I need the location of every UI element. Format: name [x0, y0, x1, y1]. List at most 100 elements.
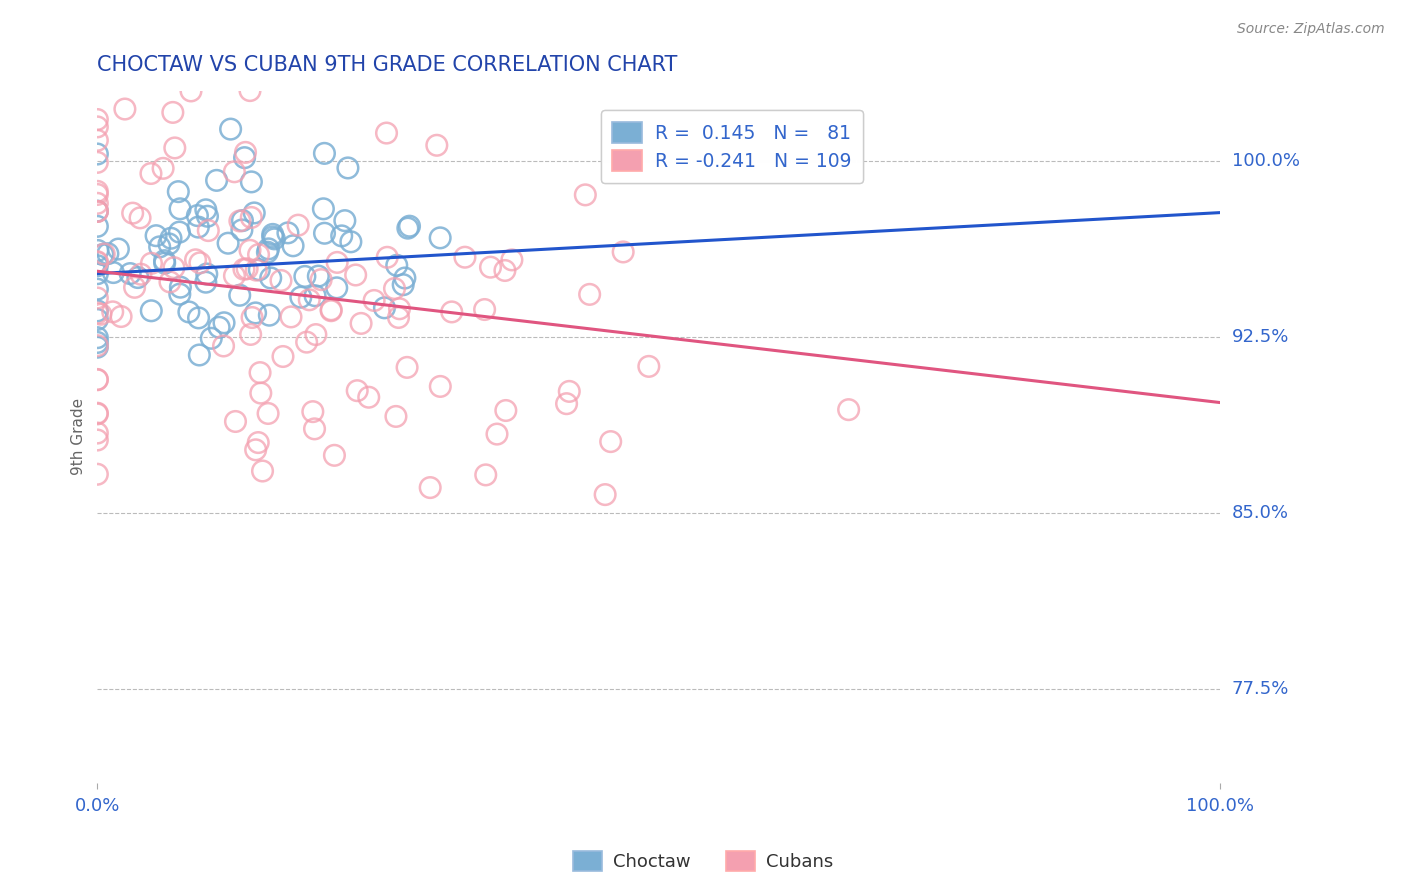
Point: [188, 256, 211, 270]
Point: [252, 464, 274, 478]
Point: [260, 271, 283, 285]
Point: [93, 247, 115, 261]
Point: [501, 252, 523, 267]
Point: [159, 275, 181, 289]
Point: [163, 260, 186, 275]
Point: [333, 213, 356, 227]
Point: [86, 433, 108, 447]
Point: [86, 338, 108, 352]
Point: [86, 306, 108, 320]
Text: 92.5%: 92.5%: [1232, 328, 1289, 346]
Point: [612, 244, 634, 259]
Point: [340, 235, 363, 249]
Point: [247, 262, 270, 277]
Point: [87, 244, 110, 258]
Point: [290, 290, 312, 304]
Point: [321, 302, 343, 317]
Point: [375, 126, 398, 140]
Point: [578, 287, 600, 301]
Point: [259, 308, 281, 322]
Point: [373, 301, 395, 315]
Point: [187, 310, 209, 325]
Point: [194, 202, 217, 217]
Point: [169, 280, 191, 294]
Point: [120, 267, 142, 281]
Point: [426, 138, 449, 153]
Point: [304, 422, 326, 436]
Point: [97, 246, 120, 260]
Point: [86, 425, 108, 440]
Point: [86, 204, 108, 219]
Point: [474, 467, 496, 482]
Point: [86, 331, 108, 345]
Point: [180, 84, 202, 98]
Point: [114, 102, 136, 116]
Point: [558, 384, 581, 399]
Point: [245, 263, 267, 277]
Point: [86, 282, 108, 296]
Point: [344, 268, 367, 282]
Point: [249, 386, 271, 401]
Point: [307, 269, 329, 284]
Point: [454, 250, 477, 264]
Point: [205, 173, 228, 187]
Point: [240, 211, 263, 225]
Point: [86, 254, 108, 268]
Point: [263, 232, 285, 246]
Point: [224, 165, 246, 179]
Point: [301, 404, 323, 418]
Point: [235, 145, 257, 160]
Point: [219, 122, 242, 136]
Point: [271, 350, 294, 364]
Point: [387, 310, 409, 325]
Point: [188, 348, 211, 362]
Point: [385, 258, 408, 272]
Point: [224, 268, 246, 283]
Point: [200, 331, 222, 345]
Point: [429, 379, 451, 393]
Y-axis label: 9th Grade: 9th Grade: [72, 398, 86, 475]
Point: [474, 302, 496, 317]
Point: [86, 406, 108, 420]
Point: [247, 435, 270, 450]
Point: [346, 384, 368, 398]
Point: [208, 320, 231, 334]
Point: [231, 223, 253, 237]
Point: [304, 289, 326, 303]
Point: [86, 204, 108, 219]
Point: [574, 187, 596, 202]
Point: [256, 245, 278, 260]
Point: [127, 270, 149, 285]
Point: [121, 206, 143, 220]
Point: [107, 242, 129, 256]
Text: 77.5%: 77.5%: [1232, 680, 1289, 698]
Legend: Choctaw, Cubans: Choctaw, Cubans: [565, 844, 841, 879]
Point: [86, 196, 108, 211]
Point: [197, 209, 219, 223]
Point: [229, 214, 252, 228]
Point: [86, 187, 108, 202]
Point: [103, 266, 125, 280]
Point: [305, 327, 328, 342]
Point: [86, 133, 108, 147]
Point: [249, 366, 271, 380]
Point: [312, 202, 335, 216]
Text: CHOCTAW VS CUBAN 9TH GRADE CORRELATION CHART: CHOCTAW VS CUBAN 9TH GRADE CORRELATION C…: [97, 55, 678, 75]
Point: [233, 151, 256, 165]
Point: [153, 256, 176, 270]
Point: [184, 252, 207, 267]
Point: [396, 221, 419, 235]
Point: [314, 226, 336, 240]
Point: [295, 335, 318, 350]
Point: [228, 288, 250, 302]
Point: [330, 228, 353, 243]
Point: [129, 211, 152, 225]
Point: [280, 310, 302, 324]
Point: [86, 204, 108, 219]
Point: [239, 244, 262, 258]
Point: [163, 141, 186, 155]
Point: [224, 415, 246, 429]
Point: [86, 147, 108, 161]
Point: [270, 273, 292, 287]
Point: [357, 390, 380, 404]
